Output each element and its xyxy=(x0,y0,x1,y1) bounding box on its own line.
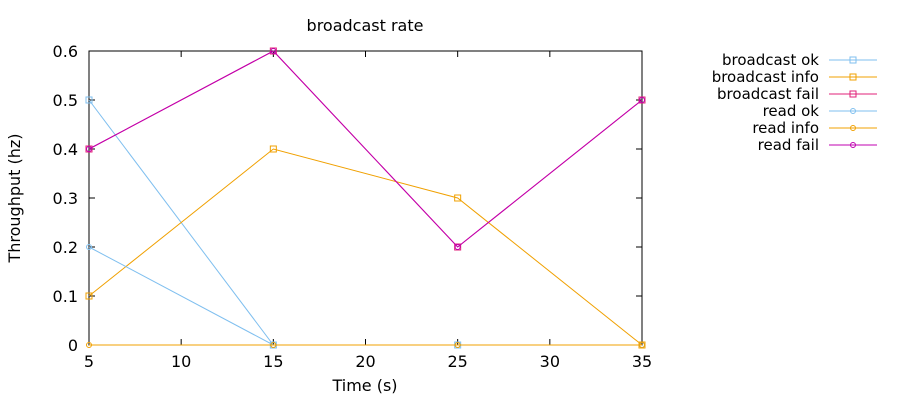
series-line xyxy=(88,50,643,248)
y-tick-label: 0 xyxy=(68,336,78,355)
x-axis: 5 10 15 20 25 30 35 xyxy=(84,51,652,371)
data-point xyxy=(850,142,856,148)
x-tick-label: 15 xyxy=(263,352,283,371)
legend-item: read fail xyxy=(758,136,877,154)
series-read-info xyxy=(86,342,645,348)
y-axis: 0 0.1 0.2 0.3 0.4 0.5 0.6 xyxy=(53,42,642,355)
series-line xyxy=(88,246,642,346)
series-line xyxy=(88,148,643,346)
data-point xyxy=(270,48,277,54)
plot-border xyxy=(88,50,643,346)
data-point xyxy=(270,342,277,348)
y-tick-label: 0.5 xyxy=(53,91,78,110)
series-read-fail xyxy=(86,48,645,250)
x-tick-label: 5 xyxy=(84,352,94,371)
data-point xyxy=(454,194,462,202)
data-point xyxy=(849,90,857,98)
y-axis-label: Throughput (hz) xyxy=(5,133,24,263)
data-point xyxy=(85,292,93,300)
legend-item: broadcast info xyxy=(712,68,877,86)
plot-area xyxy=(88,50,643,346)
x-axis-label: Time (s) xyxy=(331,376,397,395)
data-point xyxy=(850,125,856,131)
legend-item: broadcast ok xyxy=(722,51,877,69)
y-tick-label: 0.1 xyxy=(53,287,78,306)
legend-item: broadcast fail xyxy=(717,85,877,103)
legend-label: broadcast fail xyxy=(717,85,819,103)
y-tick-label: 0.6 xyxy=(53,42,78,61)
legend-label: broadcast ok xyxy=(722,51,819,69)
legend-item: read info xyxy=(752,119,877,137)
y-tick-label: 0.3 xyxy=(53,189,78,208)
data-point xyxy=(454,244,461,250)
data-point xyxy=(86,342,92,348)
x-tick-label: 25 xyxy=(447,352,467,371)
data-point xyxy=(849,73,857,81)
y-tick-label: 0.2 xyxy=(53,238,78,257)
data-point xyxy=(454,342,461,348)
x-tick-label: 10 xyxy=(171,352,191,371)
x-tick-label: 30 xyxy=(540,352,560,371)
legend-item: read ok xyxy=(763,102,877,120)
series-read-ok xyxy=(86,244,645,348)
series-layer xyxy=(85,47,646,349)
data-point xyxy=(269,145,277,153)
legend-label: broadcast info xyxy=(712,68,819,86)
data-point xyxy=(639,97,645,103)
data-point xyxy=(639,342,645,348)
x-tick-label: 35 xyxy=(632,352,652,371)
series-line xyxy=(88,99,642,346)
x-tick-label: 20 xyxy=(355,352,375,371)
y-tick-label: 0.4 xyxy=(53,140,78,159)
legend-label: read info xyxy=(752,119,819,137)
series-broadcast-ok xyxy=(85,96,646,349)
chart-title: broadcast rate xyxy=(307,16,424,35)
data-point xyxy=(850,108,856,114)
series-broadcast-info xyxy=(85,145,646,349)
data-point xyxy=(86,146,92,152)
data-point xyxy=(849,56,857,64)
legend-label: read fail xyxy=(758,136,819,154)
legend-label: read ok xyxy=(763,102,820,120)
data-point xyxy=(86,244,92,250)
data-point xyxy=(85,96,93,104)
